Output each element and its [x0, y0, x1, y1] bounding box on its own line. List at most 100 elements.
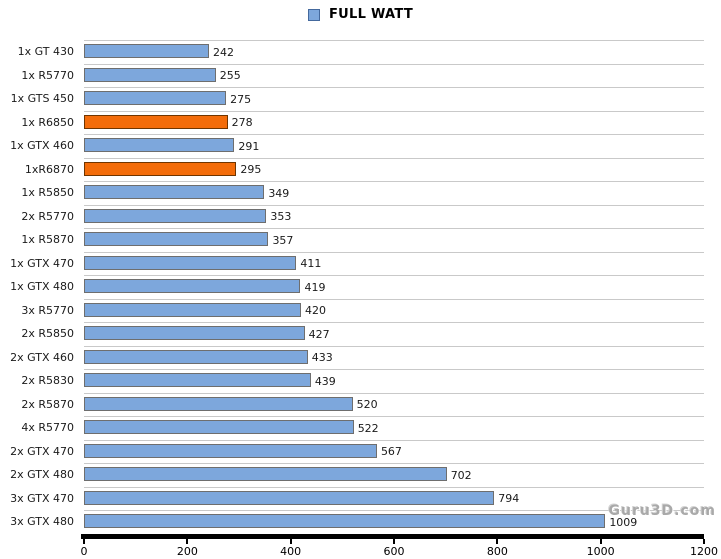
chart-legend: FULL WATT	[0, 7, 721, 22]
bar-row: 702	[84, 463, 704, 487]
bar-value-label: 255	[219, 69, 241, 82]
bar	[84, 208, 267, 223]
bar-value-label: 427	[308, 327, 330, 341]
bar-value-label: 520	[356, 398, 378, 411]
row-separator-line	[84, 463, 704, 464]
bar	[84, 67, 216, 82]
bar	[84, 232, 269, 246]
bar	[84, 467, 447, 481]
category-label: 1x R5850	[21, 186, 74, 200]
bar-value-label: 522	[357, 421, 379, 435]
category-label: 1x R5870	[21, 233, 74, 247]
row-separator-line	[84, 345, 704, 347]
category-label: 2x GTX 470	[10, 444, 74, 458]
row-separator-line	[84, 110, 704, 112]
bar-value-label: 567	[380, 445, 402, 458]
x-axis-tick-label: 1000	[586, 545, 615, 558]
bar-row: 567	[84, 439, 704, 464]
category-label: 2x R5870	[21, 397, 74, 411]
row-separator-line	[84, 439, 704, 441]
bar	[84, 91, 227, 105]
x-axis-tick	[599, 538, 602, 544]
bar-row: 349	[84, 181, 704, 205]
bar	[84, 185, 265, 199]
x-axis-tick	[289, 538, 292, 544]
bar-row: 291	[84, 134, 704, 158]
legend-swatch-icon	[307, 8, 320, 21]
x-axis-tick-label: 600	[383, 545, 405, 558]
category-label: 3x GTX 470	[10, 491, 74, 505]
bar-value-label: 433	[311, 351, 333, 364]
row-separator-line	[84, 228, 704, 229]
bar-row: 242	[84, 40, 704, 64]
x-axis-tick-label: 800	[486, 545, 508, 558]
row-separator-line	[84, 322, 704, 323]
x-axis-tick-label: 1200	[690, 545, 718, 558]
bar-row: 522	[84, 416, 704, 440]
bar-value-label: 1009	[609, 515, 638, 529]
row-separator-line	[84, 157, 704, 159]
x-axis-tick	[393, 538, 395, 544]
category-label: 1xR6870	[24, 162, 74, 176]
category-label: 2x R5850	[21, 327, 74, 341]
bar-row: 420	[84, 298, 704, 323]
row-separator-line	[84, 181, 704, 182]
category-label: 2x GTX 460	[10, 350, 74, 364]
row-separator-line	[84, 134, 704, 135]
bar-row: 275	[84, 87, 704, 111]
row-separator-line	[84, 486, 704, 488]
bar-value-label: 242	[213, 45, 235, 59]
category-label: 3x GTX 480	[10, 515, 74, 529]
bar-value-label: 357	[272, 233, 294, 247]
row-separator-line	[84, 63, 704, 65]
category-label: 1x GTX 480	[10, 280, 74, 294]
watermark: Guru3D.com	[608, 503, 716, 519]
bar-row: 278	[84, 110, 704, 135]
bar	[84, 44, 210, 58]
x-axis-tick-label: 200	[176, 545, 198, 558]
category-label: 4x R5770	[21, 421, 74, 435]
row-separator-line	[84, 298, 704, 300]
category-label: 1x GTX 470	[10, 256, 74, 270]
bar	[84, 255, 297, 270]
row-separator-line	[84, 416, 704, 417]
bar-row: 427	[84, 322, 704, 346]
bar-row: 439	[84, 369, 704, 393]
bar-row: 353	[84, 204, 704, 229]
row-separator-line	[84, 251, 704, 253]
bar-row: 520	[84, 392, 704, 417]
bar	[84, 443, 377, 458]
bar-row: 419	[84, 275, 704, 299]
bar-value-label: 419	[304, 280, 326, 294]
row-separator-line	[84, 40, 704, 41]
bar-value-label: 349	[268, 186, 290, 200]
bar-row: 295	[84, 157, 704, 182]
bar-value-label: 794	[498, 492, 520, 505]
x-axis-tick	[186, 538, 189, 544]
plot-area: 242 255 275 278 291 295 349 353 357 411 419 420 427 4…	[80, 40, 718, 559]
row-separator-line	[84, 204, 704, 206]
bar	[84, 302, 301, 317]
bar-row: 433	[84, 345, 704, 370]
x-axis-tick-label: 0	[80, 545, 88, 558]
legend-label: FULL WATT	[328, 7, 414, 22]
bar	[84, 138, 235, 152]
bar-row: 794	[84, 486, 704, 511]
category-label: 3x R5770	[21, 303, 74, 317]
category-label: 1x GTS 450	[10, 92, 74, 106]
bar-row: 357	[84, 228, 704, 252]
bar	[84, 396, 353, 411]
bar-value-label: 278	[231, 116, 253, 129]
bar-row: 1009	[84, 510, 704, 534]
category-label: 2x R5770	[21, 209, 74, 223]
bar	[84, 279, 301, 293]
category-label: 1x R6850	[21, 115, 74, 129]
x-axis-line	[81, 533, 704, 539]
category-label: 2x R5830	[21, 374, 74, 388]
x-axis-tick	[703, 538, 705, 544]
bar-value-label: 275	[230, 92, 252, 106]
bar-row: 255	[84, 63, 704, 88]
bar	[84, 349, 308, 364]
bar	[84, 514, 606, 528]
